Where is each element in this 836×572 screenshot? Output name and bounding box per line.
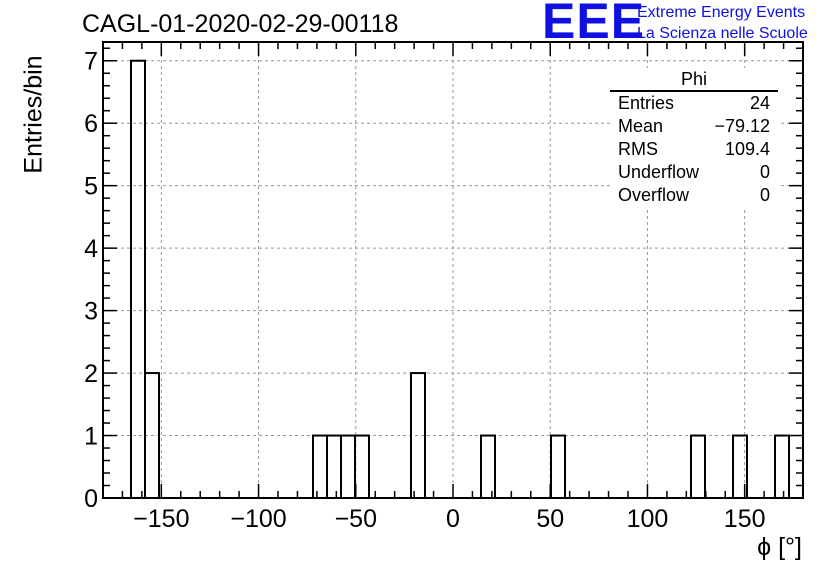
stats-key: RMS [618,139,658,159]
stats-title: Phi [610,68,778,92]
histogram-bar [480,434,496,499]
logo-line-1: Extreme Energy Events [637,4,806,21]
histogram-bar [130,59,146,500]
x-tick-label: 0 [446,505,460,533]
stats-value: 0 [759,162,770,182]
stats-key: Underflow [618,162,700,182]
histogram-bar [354,434,370,499]
stats-row-entries: Entries 24 [610,92,778,115]
y-tick-label: 3 [84,298,98,326]
y-tick-label: 0 [84,485,98,513]
eee-logo: EEE [542,0,646,49]
stats-row-overflow: Overflow 0 [610,184,778,207]
histogram-bar [326,434,342,499]
logo-line-2: La Scienza nelle Scuole [637,25,808,42]
x-tick-label: 50 [536,505,564,533]
x-tick-label: 100 [627,505,669,533]
stats-value: 24 [749,93,770,113]
y-tick-label: 4 [84,235,98,263]
stats-key: Entries [618,93,675,113]
stats-row-rms: RMS 109.4 [610,138,778,161]
y-tick-label: 6 [84,110,98,138]
stats-value: 109.4 [724,139,770,159]
stats-key: Mean [618,116,664,136]
y-tick-label: 5 [84,173,98,201]
y-tick-label: 7 [84,48,98,76]
stats-key: Overflow [618,185,690,205]
x-tick-label: 150 [724,505,766,533]
stats-box: Phi Entries 24 Mean −79.12 RMS 109.4 Und… [610,68,778,207]
histogram-bar [340,434,356,499]
histogram-bar [550,434,566,499]
x-tick-label: −100 [230,505,286,533]
y-tick-label: 1 [84,423,98,451]
y-axis-label: Entries/bin [19,55,48,174]
stats-row-underflow: Underflow 0 [610,161,778,184]
y-tick-label: 2 [84,360,98,388]
histogram-bar [312,434,328,499]
stats-value: −79.12 [714,116,770,136]
x-axis-label: ϕ [°] [757,533,802,561]
run-title: CAGL-01-2020-02-29-00118 [82,10,399,38]
x-tick-label: −150 [133,505,189,533]
stats-value: 0 [759,185,770,205]
histogram-bar [774,434,790,499]
x-tick-label: −50 [335,505,377,533]
stats-row-mean: Mean −79.12 [610,115,778,138]
histogram-bar [690,434,706,499]
